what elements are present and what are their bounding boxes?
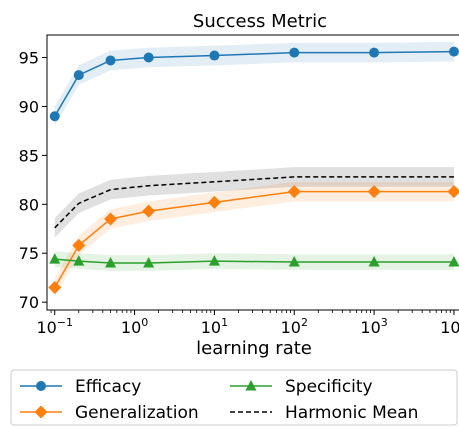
legend-box	[10, 369, 458, 426]
series-markers	[48, 46, 459, 294]
chart-title: Success Metric	[193, 11, 327, 32]
legend-harmonic-mean-label: Harmonic Mean	[285, 403, 418, 423]
generalization-point	[142, 204, 156, 218]
generalization-point	[447, 185, 459, 199]
specificity-line	[54, 258, 454, 264]
y-tick-label: 90	[19, 97, 39, 116]
generalization-point	[72, 238, 86, 252]
efficacy-point	[49, 111, 60, 122]
y-axis: 70 75 80 85 90 95	[19, 49, 47, 312]
generalization-point	[48, 280, 62, 294]
series-lines	[54, 50, 454, 288]
efficacy-point	[105, 55, 116, 66]
specificity-point	[49, 253, 61, 264]
specificity-point	[105, 257, 117, 268]
x-tick-label: 104	[440, 316, 459, 337]
efficacy-band	[54, 41, 454, 127]
efficacy-line	[54, 50, 454, 117]
legend-generalization-label: Generalization	[75, 403, 199, 423]
y-tick-label: 95	[19, 49, 39, 68]
plot-frame	[46, 34, 459, 311]
efficacy-point	[289, 47, 300, 58]
legend-generalization-marker	[34, 405, 48, 419]
efficacy-point	[369, 47, 380, 58]
legend: Efficacy Generalization Specificity Harmoni…	[10, 369, 458, 426]
specificity-point	[368, 256, 380, 267]
specificity-point	[143, 257, 155, 268]
generalization-line	[54, 190, 454, 288]
generalization-point	[287, 185, 301, 199]
specificity-point	[288, 256, 300, 267]
generalization-point	[207, 195, 221, 209]
specificity-point	[448, 256, 459, 267]
y-tick-label: 85	[19, 146, 39, 165]
x-axis-label: learning rate	[196, 338, 312, 359]
efficacy-point	[73, 70, 84, 81]
y-tick-label: 80	[19, 195, 39, 214]
efficacy-point	[448, 46, 459, 57]
specificity-point	[208, 255, 220, 266]
legend-specificity-label: Specificity	[285, 377, 373, 397]
y-tick-label: 70	[19, 293, 39, 312]
legend-efficacy-marker	[36, 381, 46, 391]
legend-specificity-marker	[245, 380, 257, 391]
efficacy-point	[209, 50, 220, 61]
specificity-point	[73, 255, 85, 266]
legend-efficacy-label: Efficacy	[75, 377, 141, 397]
generalization-point	[367, 185, 381, 199]
y-tick-label: 75	[19, 244, 39, 263]
efficacy-point	[143, 52, 154, 63]
harmonic-mean-line	[54, 176, 454, 229]
generalization-point	[104, 212, 118, 226]
